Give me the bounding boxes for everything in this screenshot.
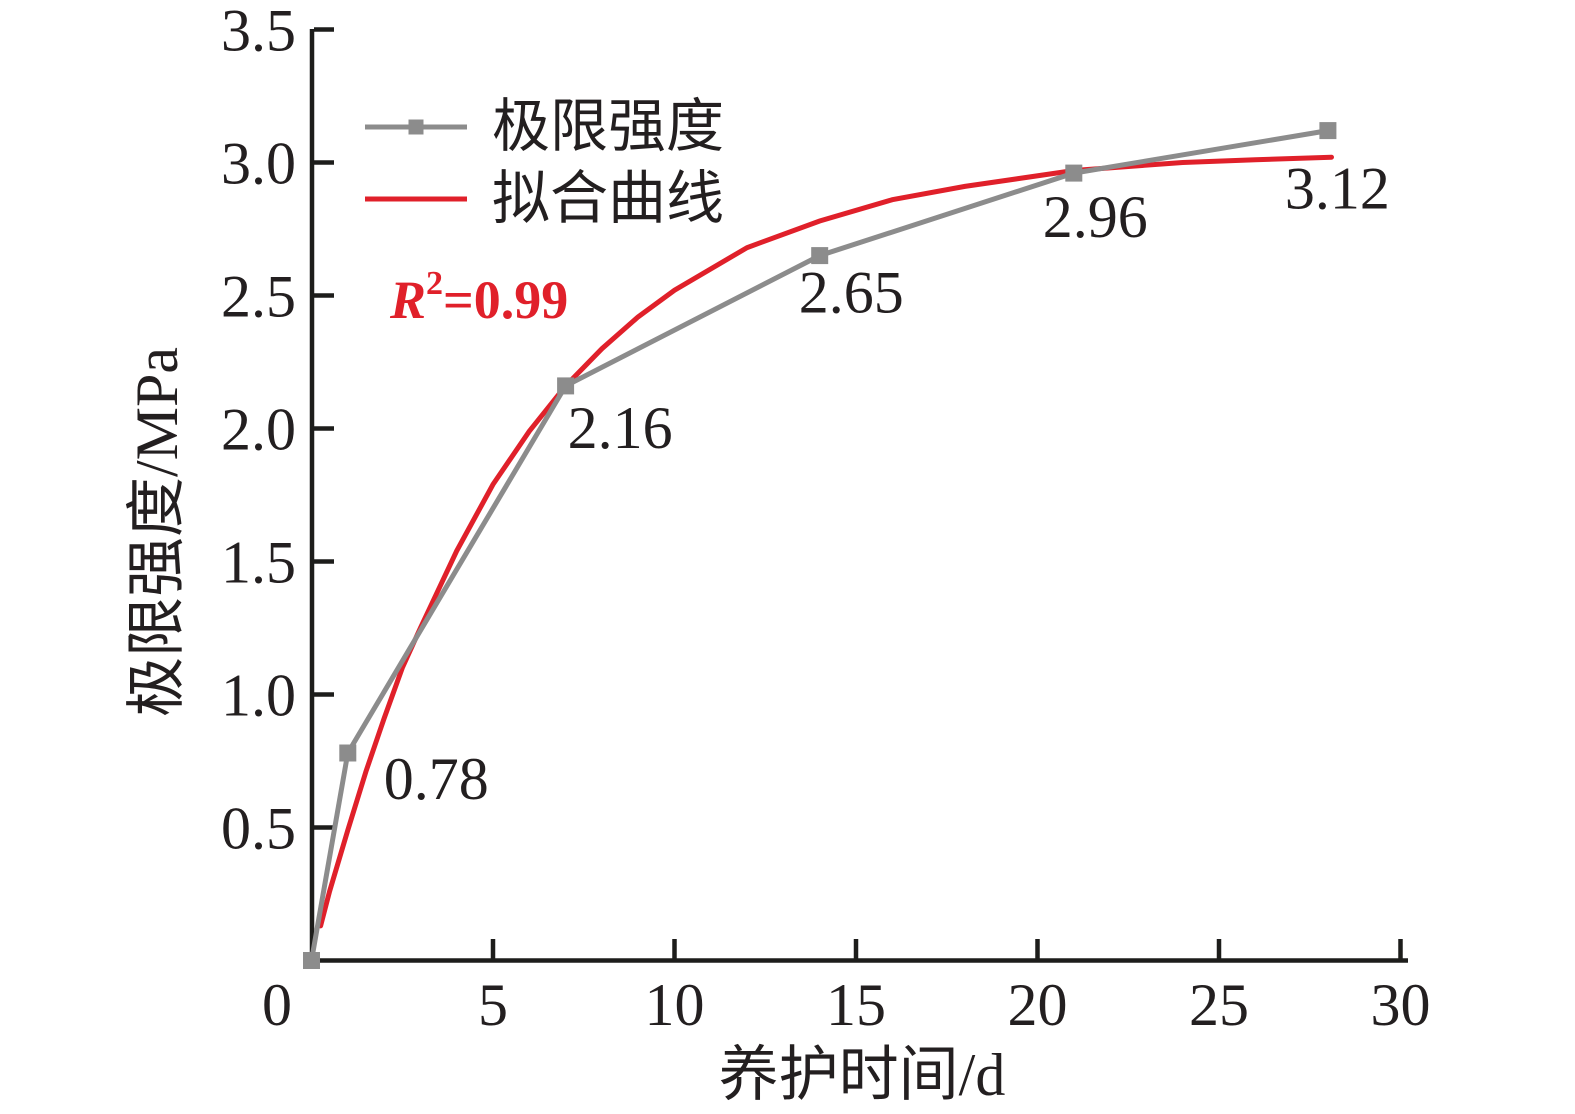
y-tick-label: 3.5 [221, 0, 296, 64]
data-point-marker [811, 247, 829, 265]
x-tick-label: 15 [826, 972, 886, 1038]
data-point-marker [339, 744, 357, 762]
x-tick-label: 10 [645, 972, 705, 1038]
axis-spine [309, 29, 1408, 963]
y-tick-label: 3.0 [221, 131, 296, 197]
legend-square-marker-icon [408, 119, 424, 135]
x-tick-label: 25 [1189, 972, 1249, 1038]
point-labels-group: 0.78 2.16 2.65 2.96 3.12 [384, 156, 1390, 812]
measured-line [309, 128, 1329, 961]
y-tick-label: 1.0 [221, 663, 296, 729]
y-axis-title: 极限强度/MPa [124, 347, 190, 717]
x-tick-label: 20 [1008, 972, 1068, 1038]
y-tick-label: 2.5 [221, 264, 296, 330]
data-point-marker [557, 377, 575, 395]
r-squared-annotation: R2=0.99 [389, 265, 568, 330]
point-value-label: 2.96 [1043, 184, 1148, 250]
y-tick-label: 1.5 [221, 530, 296, 596]
x-tick-label: 30 [1371, 972, 1431, 1038]
legend: 极限强度 拟合曲线 [365, 94, 724, 231]
y-tick-label: 2.0 [221, 397, 296, 463]
y-tick-label: 0.5 [221, 796, 296, 862]
x-tick-label: 5 [478, 972, 508, 1038]
point-value-label: 0.78 [384, 746, 489, 812]
legend-label-fit: 拟合曲线 [492, 166, 724, 231]
point-value-label: 3.12 [1285, 156, 1390, 222]
data-point-marker [303, 952, 320, 969]
axes-group: 0 5 10 15 20 25 30 0.5 1.0 1.5 2.0 2.5 3.0 3.5 [221, 0, 1431, 1038]
data-point-marker [1065, 164, 1083, 182]
x-tick-label: 0 [262, 972, 292, 1038]
x-axis-title: 养护时间/d [719, 1042, 1006, 1108]
series-group [303, 122, 1337, 969]
fit-curve-line [318, 154, 1334, 929]
data-point-marker [1319, 122, 1337, 140]
point-value-label: 2.16 [568, 395, 673, 461]
point-value-label: 2.65 [799, 260, 904, 326]
legend-label-measured: 极限强度 [492, 94, 724, 159]
